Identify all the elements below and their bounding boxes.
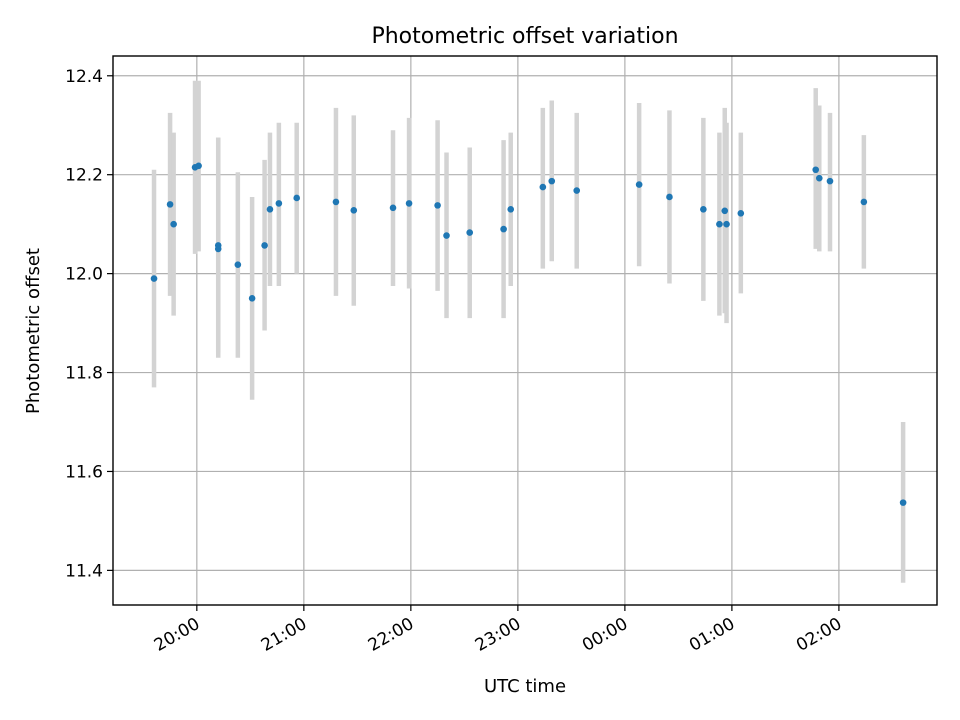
data-point — [723, 220, 730, 228]
y-tick-label: 12.2 — [65, 166, 103, 186]
y-axis-ticks: 11.4 11.6 11.8 12.0 12.2 12.4 — [65, 67, 113, 581]
data-point — [666, 193, 673, 201]
data-point — [275, 200, 283, 207]
data-point — [195, 162, 202, 170]
data-point — [266, 206, 274, 213]
y-tick-label: 11.4 — [65, 561, 103, 581]
data-point — [293, 194, 301, 202]
data-point — [405, 200, 413, 207]
y-axis-label: Photometric offset — [23, 248, 44, 414]
data-point — [261, 242, 268, 249]
plot-frame — [112, 55, 938, 606]
y-tick-label: 11.6 — [65, 462, 103, 482]
data-point — [716, 220, 723, 228]
data-point — [507, 206, 515, 213]
data-point — [700, 206, 707, 213]
chart-title: Photometric offset variation — [371, 24, 678, 49]
data-point — [434, 202, 441, 209]
data-point — [166, 201, 174, 208]
data-point — [737, 209, 745, 217]
data-points — [150, 162, 907, 506]
data-point — [332, 198, 340, 206]
data-point — [721, 207, 729, 215]
data-point — [548, 177, 556, 185]
data-point — [860, 198, 868, 206]
data-point — [170, 220, 177, 228]
y-tick-label: 12.4 — [65, 67, 103, 87]
data-point — [150, 275, 158, 282]
data-point — [234, 261, 242, 269]
data-point — [539, 183, 547, 191]
data-point — [350, 207, 358, 214]
data-point — [389, 204, 397, 212]
data-point — [573, 187, 581, 194]
data-point — [635, 181, 643, 188]
data-point — [443, 232, 450, 239]
y-tick-label: 12.0 — [65, 265, 103, 285]
x-axis-label: UTC time — [484, 676, 566, 697]
data-point — [466, 229, 474, 236]
data-point — [500, 225, 507, 233]
data-point — [899, 499, 907, 506]
data-point — [826, 177, 834, 185]
data-point — [815, 174, 823, 182]
y-tick-label: 11.8 — [65, 364, 103, 384]
data-point — [248, 295, 256, 302]
data-point — [214, 242, 222, 249]
data-point — [812, 166, 820, 174]
